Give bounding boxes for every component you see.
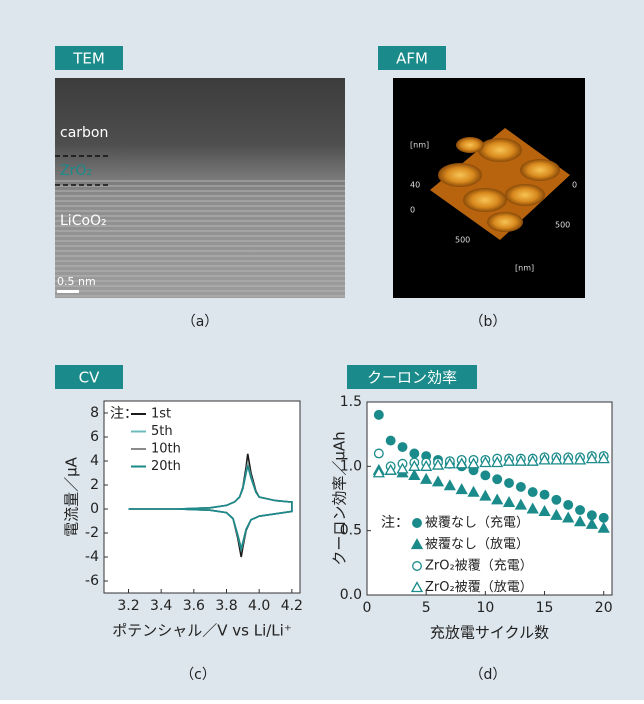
x-tick-label: 3.8 [215,598,237,614]
caption: （d） [470,667,507,683]
y-axis-label: クーロン効率／μAh [331,431,349,565]
x-tick-label: 4.0 [248,598,270,614]
marker [493,475,502,484]
tab-label: CV [79,369,100,387]
y-tick-label: 8 [90,405,99,421]
x-tick-label: 3.2 [117,598,139,614]
afm-label: 40 [410,181,420,190]
legend-label: 被覆なし（放電） [425,537,529,552]
legend-label: ZrO₂被覆（充電） [425,558,533,574]
y-tick-label: -2 [85,525,99,541]
y-tick-label: 2 [90,477,99,493]
marker [552,495,561,504]
marker [413,562,422,571]
x-tick-label: 0 [363,600,372,616]
label: carbon [60,125,108,141]
marker [413,519,422,528]
legend-label: 10th [151,442,181,457]
x-tick-label: 5 [422,600,431,616]
legend-note: 注： [381,515,409,531]
x-tick-label: 3.6 [183,598,205,614]
legend-label: 1st [151,407,171,422]
marker [375,449,384,458]
x-tick-label: 10 [476,600,494,616]
afm-label: 0 [572,181,577,190]
figure: TEM carbon ZrO₂ LiCoO₂ 0.5 nm （a） AFM [n… [0,0,644,700]
y-tick-label: 1.5 [340,394,362,410]
y-tick-label: 4 [90,453,99,469]
marker [540,490,549,499]
legend-label: 被覆なし（充電） [425,515,529,531]
label: ZrO₂ [60,163,92,179]
y-tick-label: 0.0 [340,587,362,603]
tab-label: クーロン効率 [367,369,457,387]
x-tick-label: 4.2 [281,598,303,614]
x-tick-label: 15 [536,600,554,616]
tem-panel: TEM carbon ZrO₂ LiCoO₂ 0.5 nm （a） [55,46,345,330]
afm-panel: AFM [nm] 40 0 500 0 500 [nm] （b） [378,46,585,330]
legend-label: ZrO₂被覆（放電） [425,580,533,595]
tab-label: TEM [72,50,105,68]
label: LiCoO₂ [60,213,107,229]
afm-label: 500 [455,236,470,245]
legend-label: 20th [151,459,181,474]
marker [398,443,407,452]
caption: （a） [182,314,219,330]
afm-label: 500 [555,221,570,230]
scale-label: 0.5 nm [57,275,96,288]
marker [505,479,514,488]
marker [576,506,585,515]
afm-label: [nm] [410,141,429,150]
y-tick-label: 6 [90,429,99,445]
legend-label: 5th [151,424,173,439]
marker [481,471,490,480]
marker [410,449,419,458]
afm-label: 0 [410,206,415,215]
caption: （c） [180,667,216,683]
afm-label: [nm] [515,264,534,273]
marker [528,488,537,497]
caption: （b） [470,314,507,330]
marker [564,501,573,510]
marker [386,436,395,445]
x-axis-label: 充放電サイクル数 [430,624,549,642]
x-axis-label: ポテンシャル／V vs Li/Li⁺ [112,622,292,640]
x-tick-label: 20 [595,600,613,616]
tab-label: AFM [396,50,428,68]
y-tick-label: 0 [90,501,99,517]
marker [517,483,526,492]
x-tick-label: 3.4 [150,598,172,614]
plot-area [104,401,300,593]
scale-bar [57,290,79,293]
marker [375,411,384,420]
y-tick-label: -6 [85,573,99,589]
marker [599,514,608,523]
lattice [55,178,345,298]
y-axis-label: 電流量／μA [63,456,81,537]
y-tick-label: -4 [85,549,99,565]
